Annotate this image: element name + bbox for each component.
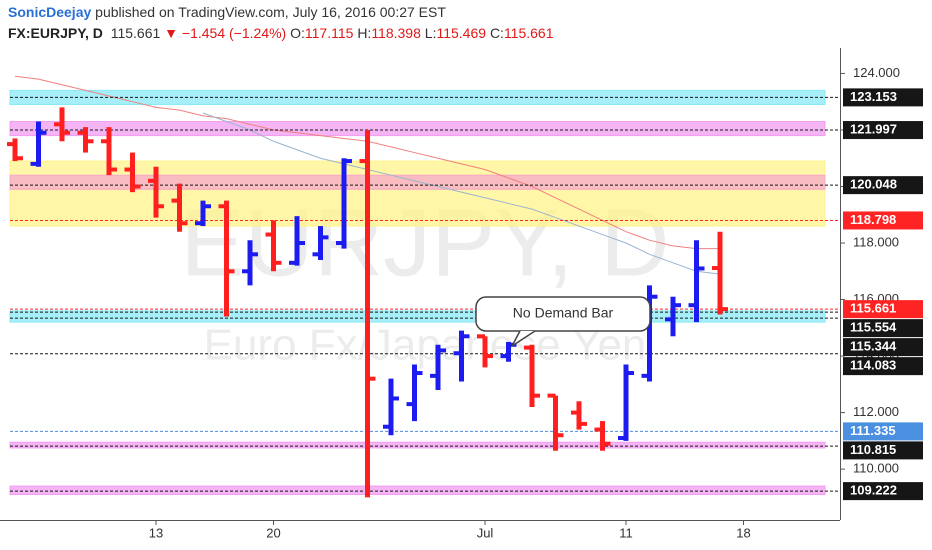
last-price: 115.661: [110, 25, 161, 41]
zone: [9, 160, 826, 227]
level-label-bg: [843, 211, 923, 230]
level-label-bg: [843, 441, 923, 460]
y-tick-label: 110.000: [853, 461, 899, 476]
header-line: FX:EURJPY, D 115.661 ▼ −1.454 (−1.24%) O…: [8, 25, 554, 41]
open: 117.115: [304, 25, 354, 41]
h-label: H:: [357, 25, 372, 41]
l-label: L:: [424, 25, 437, 41]
zone: [9, 174, 826, 190]
zone: [9, 310, 826, 323]
level-label-bg: [843, 300, 923, 319]
level-label-bg: [843, 338, 923, 357]
y-tick-label: 118.000: [853, 234, 899, 249]
level-label-bg: [843, 357, 923, 376]
level-label-bg: [843, 121, 923, 140]
y-tick-label: 124.000: [853, 65, 900, 80]
header: SonicDeejay published on TradingView.com…: [8, 2, 554, 44]
header-line: SonicDeejay published on TradingView.com…: [8, 2, 554, 23]
level-label-bg: [843, 422, 923, 441]
zone: [9, 441, 826, 449]
symbol: FX:EURJPY, D: [8, 25, 103, 41]
price-axis: 110.000112.000114.000116.000118.000120.0…: [149, 65, 923, 540]
author[interactable]: SonicDeejay: [8, 4, 92, 20]
zone: [9, 485, 826, 496]
level-label: 120.048: [850, 177, 897, 192]
callout-box: [475, 296, 651, 332]
o-label: O:: [290, 25, 305, 41]
level-label-bg: [843, 319, 923, 338]
level-label-bg: [843, 88, 923, 107]
close: 115.661: [503, 25, 554, 41]
level-label: 109.222: [850, 483, 897, 498]
published: published on TradingView.com, July 16, 2…: [95, 4, 446, 20]
annotation: No Demand Bar: [513, 305, 614, 321]
level-label: 115.661: [850, 301, 896, 316]
level-label-bg: [843, 176, 923, 195]
level-label: 115.554: [850, 320, 897, 335]
high: 118.398: [371, 25, 421, 41]
x-tick-label: 20: [266, 525, 280, 540]
x-tick-label: Jul: [477, 525, 494, 540]
ma-line: [202, 112, 721, 275]
level-label-bg: [843, 482, 923, 501]
level-label: 115.344: [850, 339, 897, 354]
callout-pointer: [511, 330, 536, 347]
level-label: 111.335: [850, 423, 896, 438]
level-label: 114.083: [850, 358, 896, 373]
level-label: 118.798: [850, 212, 896, 227]
zone: [9, 120, 826, 137]
level-label: 121.997: [850, 121, 897, 136]
c-label: C:: [489, 25, 504, 41]
x-tick-label: 13: [149, 525, 163, 540]
level-label: 123.153: [850, 89, 897, 104]
x-tick-label: 11: [619, 525, 633, 540]
x-tick-label: 18: [736, 525, 750, 540]
low: 115.469: [436, 25, 487, 41]
y-tick-label: 112.000: [853, 404, 899, 419]
level-label: 110.815: [850, 442, 896, 457]
change: −1.454 (−1.24%): [181, 25, 287, 41]
